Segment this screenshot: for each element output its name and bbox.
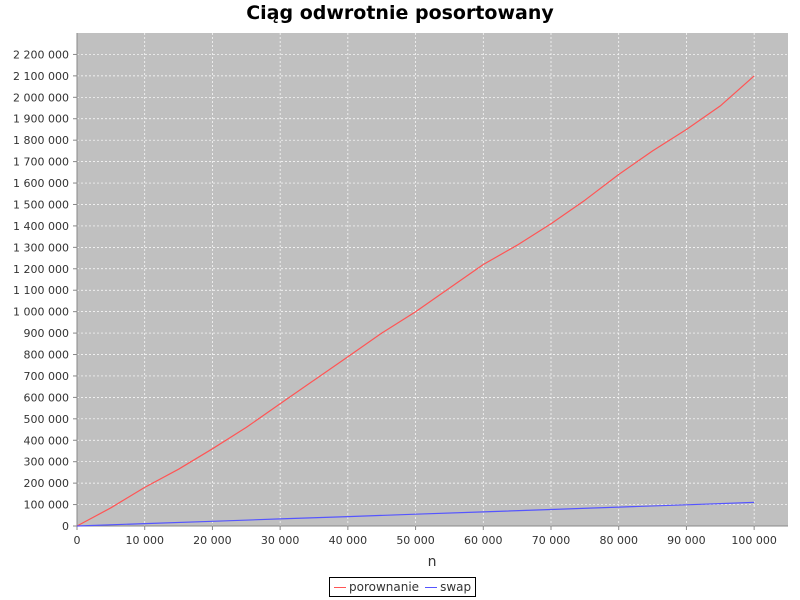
x-axis-label: n: [428, 554, 437, 570]
y-tick-label: 1 400 000: [13, 220, 69, 233]
y-tick-label: 400 000: [24, 434, 70, 447]
legend-label-swap: swap: [440, 580, 472, 594]
y-tick-label: 2 100 000: [13, 70, 69, 83]
y-axis: 0 100 000 200 000 300 000 400 000 500 000 600 …: [13, 33, 78, 533]
chart-title: Ciąg odwrotnie posortowany: [246, 2, 554, 24]
y-tick-label: 300 000: [24, 456, 70, 469]
x-tick-label: 30 000: [261, 534, 300, 547]
y-tick-label: 600 000: [24, 391, 70, 404]
y-tick-label: 100 000: [24, 499, 70, 512]
legend-label-porownanie: porownanie: [349, 580, 420, 594]
y-tick-label: 0: [62, 520, 69, 533]
x-tick-label: 50 000: [396, 534, 435, 547]
x-tick-label: 70 000: [532, 534, 571, 547]
legend: porownanie swap: [329, 577, 477, 597]
y-tick-label: 700 000: [24, 370, 70, 383]
legend-item-swap: swap: [425, 580, 471, 594]
x-tick-label: 100 000: [731, 534, 777, 547]
series-group: [76, 75, 755, 527]
y-tick-label: 1 700 000: [13, 156, 69, 169]
x-tick-label: 10 000: [125, 534, 164, 547]
grid-lines: [76, 33, 788, 527]
y-tick-label: 1 100 000: [13, 284, 69, 297]
legend-swatch-porownanie: [334, 586, 346, 588]
x-tick-label: 80 000: [599, 534, 638, 547]
y-tick-label: 1 600 000: [13, 177, 69, 190]
legend-swatch-swap: [425, 586, 438, 588]
y-tick-label: 1 800 000: [13, 134, 69, 147]
y-tick-label: 1 200 000: [13, 263, 69, 276]
series-line-porownanie: [76, 75, 755, 527]
x-axis: 0 10 000 20 000 30 000 40 000 50 000 60 000 70 …: [74, 525, 788, 547]
y-tick-label: 1 900 000: [13, 113, 69, 126]
series-line-swap: [76, 501, 755, 527]
y-tick-label: 200 000: [24, 477, 70, 490]
y-tick-label: 800 000: [24, 349, 70, 362]
y-tick-label: 900 000: [24, 327, 70, 340]
y-tick-label: 1 500 000: [13, 198, 69, 211]
x-tick-label: 0: [74, 534, 81, 547]
x-tick-label: 90 000: [667, 534, 706, 547]
x-tick-label: 60 000: [464, 534, 503, 547]
legend-item-porownanie: porownanie: [334, 580, 419, 594]
y-tick-label: 1 000 000: [13, 306, 69, 319]
x-tick-label: 20 000: [193, 534, 232, 547]
y-tick-label: 500 000: [24, 413, 70, 426]
x-tick-label: 40 000: [329, 534, 368, 547]
y-tick-label: 1 300 000: [13, 241, 69, 254]
plot-area: [77, 33, 788, 526]
y-tick-label: 2 200 000: [13, 48, 69, 61]
y-tick-label: 2 000 000: [13, 91, 69, 104]
